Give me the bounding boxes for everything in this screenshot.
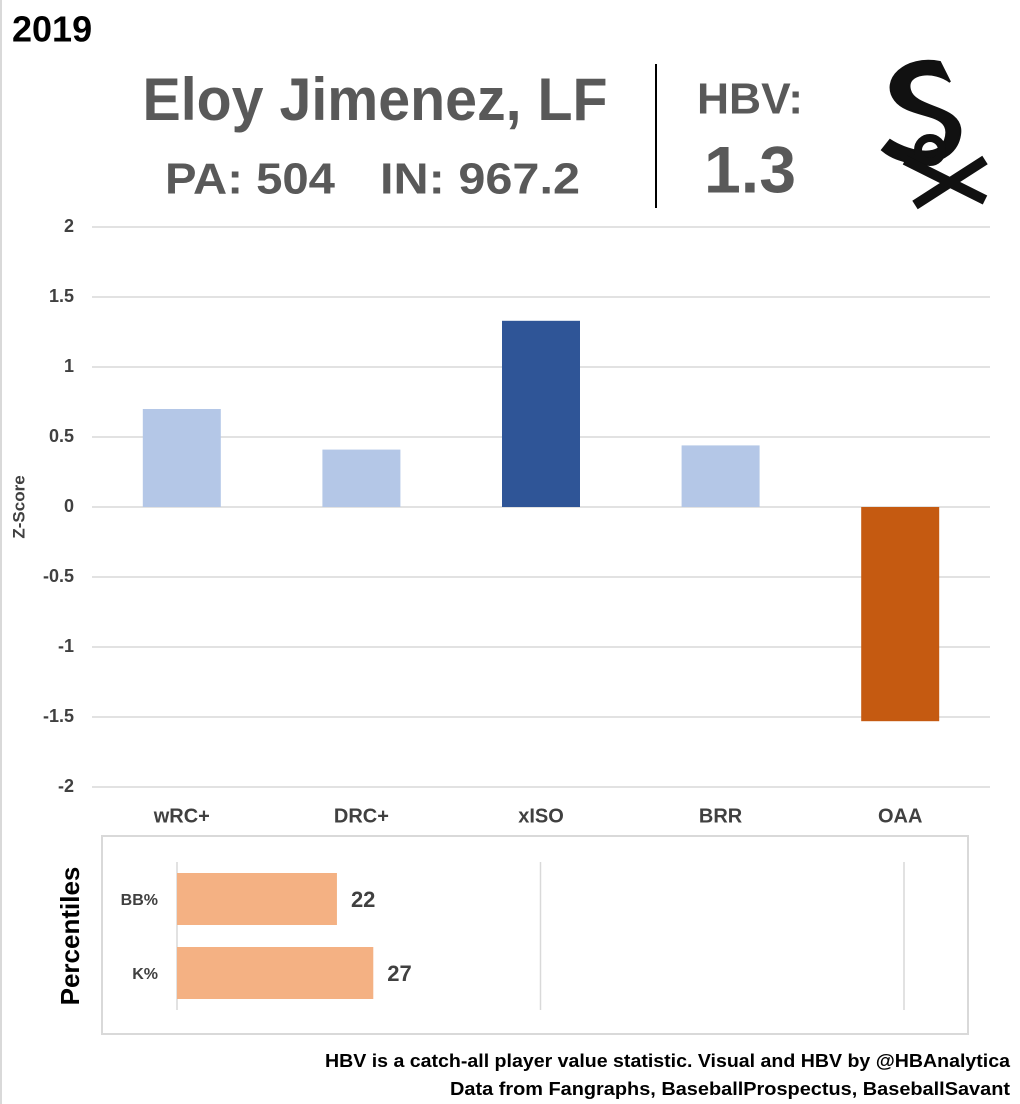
player-name: Eloy Jimenez, LF: [143, 66, 608, 133]
x-tick-label: wRC+: [153, 805, 210, 827]
bar: [177, 873, 337, 925]
y-tick-label: -1.5: [43, 706, 74, 726]
x-tick-label: OAA: [878, 805, 922, 827]
bar: [502, 320, 580, 507]
y-tick-label: 0.5: [49, 426, 74, 446]
footnote: HBV is a catch-all player value statisti…: [325, 1051, 1011, 1071]
bar: [142, 409, 221, 507]
y-tick-label: K%: [132, 966, 158, 983]
bar: [177, 947, 374, 999]
x-tick-label: BRR: [699, 805, 743, 827]
x-tick-label: xISO: [518, 805, 564, 827]
y-tick-label: -0.5: [43, 566, 74, 586]
y-tick-label: -1: [58, 636, 74, 656]
team-logo: [880, 59, 988, 210]
value-label: 27: [387, 961, 411, 986]
year: 2019: [12, 9, 92, 50]
y-tick-label: 1.5: [49, 286, 74, 306]
plate-appearances: PA: 504: [165, 155, 336, 204]
innings: IN: 967.2: [380, 155, 580, 204]
y-tick-label: 1: [64, 356, 74, 376]
bar: [322, 449, 401, 507]
x-tick-label: DRC+: [334, 805, 389, 827]
y-tick-label: 2: [64, 216, 74, 236]
y-axis-title: Z-Score: [9, 475, 28, 538]
hbv-label: HBV:: [697, 75, 803, 124]
percentile-frame: [101, 835, 969, 1035]
bar: [681, 445, 760, 507]
y-tick-label: BB%: [121, 892, 158, 909]
y-tick-label: 0: [64, 496, 74, 516]
value-label: 22: [351, 887, 375, 912]
footnote: Data from Fangraphs, BaseballProspectus,…: [450, 1079, 1010, 1099]
y-tick-label: -2: [58, 776, 74, 796]
hbv-value: 1.3: [704, 132, 796, 206]
bar: [861, 507, 940, 722]
y-axis-title: Percentiles: [55, 867, 85, 1006]
